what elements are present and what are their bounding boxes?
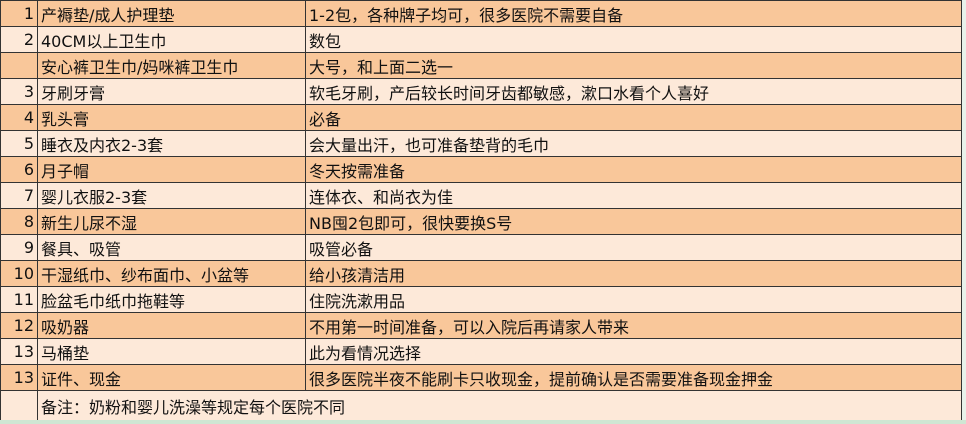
item-note[interactable]: 大号，和上面二选一 [305, 52, 962, 79]
item-name[interactable]: 马桶垫 [37, 338, 306, 365]
footer-row: 备注：奶粉和婴儿洗澡等规定每个医院不同 [0, 390, 962, 421]
row-number[interactable]: 10 [0, 260, 38, 287]
item-name[interactable]: 脸盆毛巾纸巾拖鞋等 [37, 286, 306, 313]
row-number[interactable]: 3 [0, 78, 38, 105]
item-name[interactable]: 干湿纸巾、纱布面巾、小盆等 [37, 260, 306, 287]
row-number[interactable]: 8 [0, 208, 38, 235]
footer-note[interactable]: 备注：奶粉和婴儿洗澡等规定每个医院不同 [37, 390, 962, 421]
item-name[interactable]: 证件、现金 [37, 364, 306, 391]
item-note[interactable]: 必备 [305, 104, 962, 131]
item-name[interactable]: 婴儿衣服2-3套 [37, 182, 306, 209]
table-row: 8 新生儿尿不湿 NB囤2包即可，很快要换S号 [0, 208, 962, 235]
item-name[interactable]: 安心裤卫生巾/妈咪裤卫生巾 [37, 52, 306, 79]
item-note[interactable]: 数包 [305, 26, 962, 53]
table-row: 1 产褥垫/成人护理垫 1-2包，各种牌子均可，很多医院不需要自备 [0, 0, 962, 27]
item-note[interactable]: 连体衣、和尚衣为佳 [305, 182, 962, 209]
item-note[interactable]: 此为看情况选择 [305, 338, 962, 365]
sheet-edge [0, 420, 966, 424]
item-note[interactable]: 给小孩清洁用 [305, 260, 962, 287]
row-number[interactable]: 6 [0, 156, 38, 183]
row-number[interactable]: 5 [0, 130, 38, 157]
row-number[interactable]: 11 [0, 286, 38, 313]
item-name[interactable]: 牙刷牙膏 [37, 78, 306, 105]
item-note[interactable]: 很多医院半夜不能刷卡只收现金，提前确认是否需要准备现金押金 [305, 364, 962, 391]
table-row: 6 月子帽 冬天按需准备 [0, 156, 962, 183]
table-row: 13 马桶垫 此为看情况选择 [0, 338, 962, 365]
table-row: 4 乳头膏 必备 [0, 104, 962, 131]
table-row: 12 吸奶器 不用第一时间准备，可以入院后再请家人带来 [0, 312, 962, 339]
item-note[interactable]: 住院洗漱用品 [305, 286, 962, 313]
item-name[interactable]: 月子帽 [37, 156, 306, 183]
item-note[interactable]: 1-2包，各种牌子均可，很多医院不需要自备 [305, 0, 962, 27]
table-row: 2 40CM以上卫生巾 数包 [0, 26, 962, 53]
empty-cell[interactable] [0, 390, 38, 421]
row-number[interactable]: 13 [0, 338, 38, 365]
table-row: 10 干湿纸巾、纱布面巾、小盆等 给小孩清洁用 [0, 260, 962, 287]
row-number[interactable]: 9 [0, 234, 38, 261]
row-number[interactable]: 2 [0, 26, 38, 53]
item-name[interactable]: 睡衣及内衣2-3套 [37, 130, 306, 157]
table-row: 5 睡衣及内衣2-3套 会大量出汗，也可准备垫背的毛巾 [0, 130, 962, 157]
table-row: 9 餐具、吸管 吸管必备 [0, 234, 962, 261]
item-name[interactable]: 产褥垫/成人护理垫 [37, 0, 306, 27]
table-row: 安心裤卫生巾/妈咪裤卫生巾 大号，和上面二选一 [0, 52, 962, 79]
item-note[interactable]: 不用第一时间准备，可以入院后再请家人带来 [305, 312, 962, 339]
item-note[interactable]: NB囤2包即可，很快要换S号 [305, 208, 962, 235]
table-row: 13 证件、现金 很多医院半夜不能刷卡只收现金，提前确认是否需要准备现金押金 [0, 364, 962, 391]
item-name[interactable]: 40CM以上卫生巾 [37, 26, 306, 53]
item-name[interactable]: 吸奶器 [37, 312, 306, 339]
row-number[interactable]: 1 [0, 0, 38, 27]
item-note[interactable]: 软毛牙刷，产后较长时间牙齿都敏感，漱口水看个人喜好 [305, 78, 962, 105]
item-name[interactable]: 乳头膏 [37, 104, 306, 131]
item-name[interactable]: 新生儿尿不湿 [37, 208, 306, 235]
row-number[interactable]: 13 [0, 364, 38, 391]
row-number[interactable]: 4 [0, 104, 38, 131]
row-number[interactable] [0, 52, 38, 79]
item-note[interactable]: 冬天按需准备 [305, 156, 962, 183]
item-note[interactable]: 会大量出汗，也可准备垫背的毛巾 [305, 130, 962, 157]
table-row: 11 脸盆毛巾纸巾拖鞋等 住院洗漱用品 [0, 286, 962, 313]
item-note[interactable]: 吸管必备 [305, 234, 962, 261]
table-row: 7 婴儿衣服2-3套 连体衣、和尚衣为佳 [0, 182, 962, 209]
item-name[interactable]: 餐具、吸管 [37, 234, 306, 261]
row-number[interactable]: 12 [0, 312, 38, 339]
row-number[interactable]: 7 [0, 182, 38, 209]
table-row: 3 牙刷牙膏 软毛牙刷，产后较长时间牙齿都敏感，漱口水看个人喜好 [0, 78, 962, 105]
